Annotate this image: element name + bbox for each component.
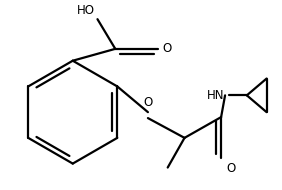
Text: HO: HO <box>76 4 94 17</box>
Text: HN: HN <box>207 89 225 102</box>
Text: O: O <box>226 162 235 175</box>
Text: O: O <box>143 96 153 109</box>
Text: O: O <box>163 42 172 55</box>
